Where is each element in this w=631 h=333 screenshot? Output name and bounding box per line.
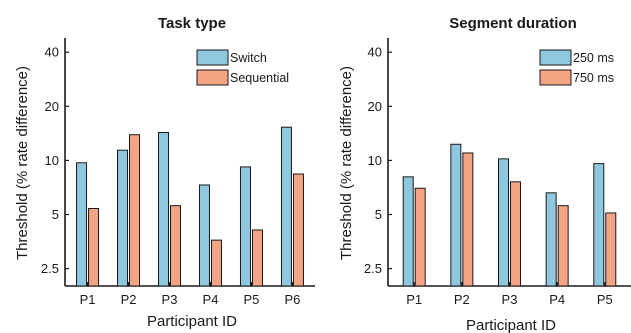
bar-p1-series-0 [402,176,414,287]
bar-p1-series-0 [76,162,88,287]
y-tick-label: 20 [45,99,59,114]
y-axis-label: Threshold (% rate difference) [338,66,355,260]
x-tick-label: P3 [502,292,518,307]
legend-swatch [539,49,572,66]
legend-label: Sequential [230,71,289,85]
bar-p1-series-1 [88,207,100,287]
y-tick-label: 40 [45,45,59,60]
x-tick-label: P1 [406,292,422,307]
x-tick-label: P1 [80,292,96,307]
legend-label: 250 ms [573,51,614,65]
bar-p2-series-0 [450,143,462,287]
y-tick-label: 5 [52,207,59,222]
y-tick-label: 10 [368,153,382,168]
bar-p6-series-1 [292,173,304,287]
legend-swatch [196,69,229,86]
bar-p4-series-0 [545,192,557,287]
x-tick-label: P6 [285,292,301,307]
bar-p3-series-0 [498,158,509,287]
bar-p2-series-1 [129,134,141,287]
y-tick-label: 5 [375,207,382,222]
bar-p5-series-0 [593,163,605,287]
x-tick-label: P3 [162,292,178,307]
legend-label: 750 ms [573,71,614,85]
chart-task-type: Task type Threshold (% rate difference) … [14,15,315,330]
y-axis-label: Threshold (% rate difference) [14,66,31,260]
legend-swatch [196,49,229,66]
chart-segment-duration: Segment duration Threshold (% rate diffe… [338,15,631,333]
bar-p4-series-1 [557,205,569,287]
legend-swatch [539,69,572,86]
chart-title: Segment duration [449,15,577,32]
bar-p2-series-0 [117,149,129,287]
x-tick-label: P5 [244,292,260,307]
x-tick-label: P4 [549,292,565,307]
plot-area: 2.5 5 10 20 40 P1 P2 P3 P4 P5 250 ms 750 ms [364,38,631,307]
y-tick-label: 10 [45,153,59,168]
bar-p3-series-0 [158,131,170,287]
bar-p6-series-0 [280,126,292,287]
bar-p3-series-1 [510,181,521,287]
x-tick-label: P4 [203,292,219,307]
bar-p5-series-1 [605,212,617,287]
bar-p1-series-1 [414,187,426,287]
chart-title: Task type [158,15,226,32]
y-tick-label: 20 [368,99,382,114]
y-tick-label: 2.5 [364,261,382,276]
x-tick-label: P5 [597,292,613,307]
plot-area: 2.5 5 10 20 40 P1 P2 P3 P4 P5 P6 Switch Sequential [41,38,315,307]
bar-p5-series-1 [251,229,263,287]
x-axis-label: Participant ID [466,317,556,333]
bar-p4-series-1 [210,239,222,287]
x-tick-label: P2 [454,292,470,307]
bar-p3-series-1 [170,205,182,287]
bar-p4-series-0 [198,184,210,287]
x-axis-label: Participant ID [147,313,237,330]
legend-label: Switch [230,51,267,65]
bar-p5-series-0 [239,166,251,287]
y-tick-label: 40 [368,45,382,60]
bar-p2-series-1 [462,152,474,287]
x-tick-label: P2 [121,292,137,307]
y-tick-label: 2.5 [41,261,59,276]
